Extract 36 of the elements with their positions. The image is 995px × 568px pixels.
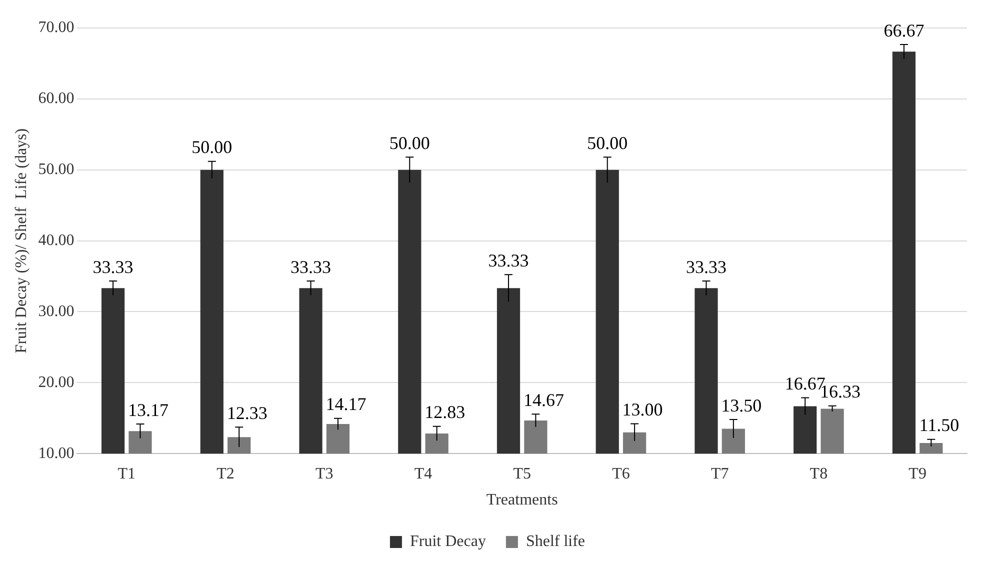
- legend-label: Fruit Decay: [410, 533, 486, 550]
- x-tick-label: T8: [810, 465, 828, 482]
- x-tick-label: T5: [513, 465, 531, 482]
- x-tick-label: T6: [612, 465, 630, 482]
- data-label: 33.33: [488, 250, 529, 270]
- x-tick-label: T2: [216, 465, 234, 482]
- x-tick-label: T7: [710, 465, 729, 482]
- data-label: 66.67: [884, 20, 924, 40]
- x-tick-label: T3: [315, 465, 334, 482]
- data-label: 14.67: [523, 390, 564, 410]
- data-label: 14.17: [326, 394, 366, 414]
- data-label: 12.83: [424, 402, 466, 422]
- legend-label: Shelf life: [526, 533, 586, 550]
- data-label: 12.33: [226, 402, 268, 423]
- y-tick-label: 60.00: [38, 90, 74, 108]
- x-tick-label: T1: [118, 465, 136, 482]
- data-label: 13.00: [622, 400, 663, 420]
- y-tick-label: 50.00: [38, 161, 74, 178]
- y-tick-label: 20.00: [38, 374, 74, 391]
- y-tick-label: 30.00: [38, 302, 74, 320]
- data-label: 13.17: [128, 400, 168, 420]
- data-label: 50.00: [389, 132, 430, 153]
- data-label: 33.33: [290, 256, 332, 277]
- data-label: 13.50: [721, 395, 762, 416]
- data-label: 33.33: [92, 256, 134, 277]
- y-axis-title: Fruit Decay (%)/ Shelf Life (days): [12, 128, 30, 354]
- data-label: 50.00: [587, 132, 628, 153]
- x-axis-title: Treatments: [486, 492, 558, 509]
- y-tick-label: 70.00: [38, 19, 74, 36]
- x-tick-label: T4: [414, 465, 432, 482]
- data-label: 33.33: [686, 256, 726, 277]
- y-tick-label: 40.00: [38, 232, 74, 250]
- data-label: 50.00: [192, 137, 232, 158]
- x-tick-label: T9: [908, 465, 926, 482]
- data-label: 11.50: [919, 415, 960, 436]
- y-tick-label: 10.00: [38, 444, 74, 462]
